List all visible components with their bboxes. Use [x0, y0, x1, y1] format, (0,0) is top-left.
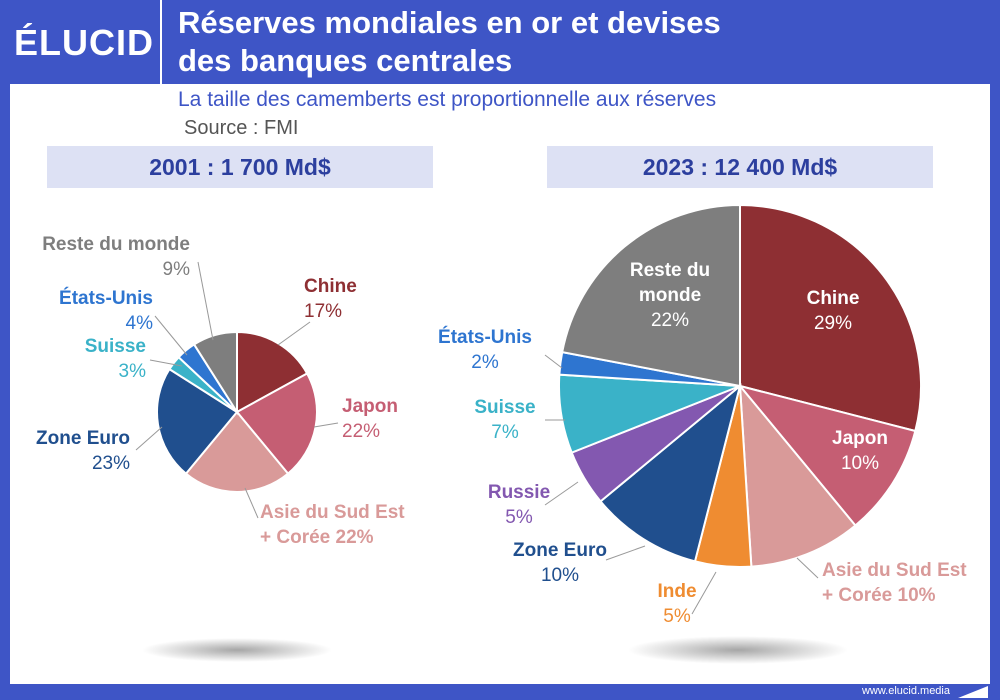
pie-2001-leader-reste-du-monde: [197, 261, 214, 341]
chart-2023-title: 2023 : 12 400 Md$: [547, 146, 933, 188]
pie-2023-leader-etats-unis: [544, 354, 563, 369]
pie-2001-leader-chine: [277, 321, 311, 346]
pie-2023-slice-zone-euro: [599, 383, 742, 563]
pie-2001-leader-asie-du-sud-est-coree: [244, 487, 259, 519]
pie-2001-slice-reste-du-monde: [192, 330, 238, 416]
pie-2023-label-reste-du-monde: Reste du monde 22%: [630, 260, 710, 331]
pie-2023-leader-inde: [691, 571, 717, 615]
pie-2001-slice-zone-euro: [156, 367, 239, 476]
slice-labels: Chine 17% Japon 22% Asie du Sud Est + Corée 2…: [36, 234, 967, 627]
pie-2023-label-japon: Japon 10%: [832, 428, 888, 474]
pie-2023-label-asie-du-sud-est-coree: Asie du Sud Est + Corée 10%: [822, 560, 967, 606]
pie-2001-label-japon: Japon 22%: [342, 396, 398, 442]
pie-2023-slice-reste-du-monde: [561, 203, 741, 388]
header-divider: [160, 0, 162, 84]
pie-2001-label-suisse: Suisse 3%: [85, 336, 146, 382]
pie-2001-leader-etats-unis: [154, 315, 188, 356]
pie-2023-label-inde: Inde 5%: [657, 581, 696, 627]
pie-2001-leader-suisse: [149, 359, 183, 367]
elucid-logo: ÉLUCID: [14, 22, 154, 63]
pie-2023-slice-asie-du-sud-est-coree: [738, 382, 857, 568]
pie-2023-shadow: [628, 636, 848, 664]
pie-2001-slice-asie-du-sud-est-coree: [184, 410, 290, 493]
pie-2001-label-etats-unis: États-Unis 4%: [59, 287, 153, 334]
page-title: Réserves mondiales en or et devises des …: [178, 4, 978, 80]
header-bar: ÉLUCID Réserves mondiales en or et devis…: [0, 0, 1000, 84]
pie-2001-label-chine: Chine 17%: [304, 276, 357, 322]
pie-2001-slice-chine: [236, 330, 309, 414]
pie-2023-slice-chine: [739, 203, 922, 433]
pie-2001-label-asie-du-sud-est-coree: Asie du Sud Est + Corée 22%: [260, 502, 405, 548]
pie-2023-label-suisse: Suisse 7%: [474, 397, 535, 443]
subtitle: La taille des camemberts est proportionn…: [178, 88, 717, 111]
title-line-2: des banques centrales: [178, 43, 513, 78]
pie-2001-label-zone-euro: Zone Euro 23%: [36, 428, 130, 474]
pie-2023-leader-asie-du-sud-est-coree: [796, 557, 819, 579]
footer-logo-icon: [958, 686, 988, 698]
footer-url: www.elucid.media: [861, 685, 950, 697]
pie-2023-label-etats-unis: États-Unis 2%: [438, 326, 532, 373]
pie-2023-slice-japon: [737, 384, 917, 527]
pie-2001-leader-japon: [313, 422, 339, 428]
pie-2023-label-chine: Chine 29%: [807, 288, 860, 334]
pie-2001-leader-zone-euro: [135, 426, 163, 451]
chart-2001-title: 2001 : 1 700 Md$: [47, 146, 433, 188]
pie-2023-leader-zone-euro: [605, 545, 646, 561]
title-line-1: Réserves mondiales en or et devises: [178, 5, 721, 40]
pie-2023: [558, 203, 922, 568]
source-note: Source : FMI: [184, 117, 299, 139]
pie-2001: [156, 330, 318, 493]
pie-2023-leader-russie: [544, 481, 579, 506]
pie-2023-label-zone-euro: Zone Euro 10%: [513, 540, 607, 586]
pie-2023-label-russie: Russie 5%: [488, 482, 550, 528]
pie-2001-shadow: [142, 638, 332, 662]
pie-2001-label-reste-du-monde: Reste du monde 9%: [42, 234, 190, 280]
